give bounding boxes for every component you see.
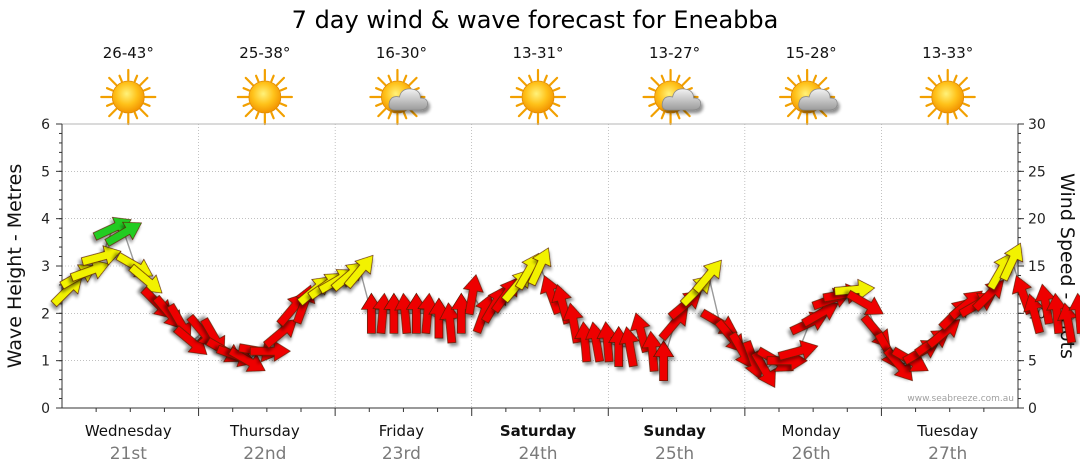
sun-icon (100, 68, 157, 126)
day-name: Monday (782, 422, 841, 440)
temperature-row: 26-43° 25-38° 16-30° 13-31° 13-27° 15-28° 13-3… (103, 44, 974, 62)
wind-arrows (50, 216, 1080, 388)
day-date: 24th (518, 444, 557, 464)
temperature-range: 13-27° (649, 44, 700, 62)
wind-arrow (1068, 292, 1080, 334)
temperature-range: 13-31° (512, 44, 563, 62)
right-tick-label: 15 (1028, 259, 1046, 275)
wind-arrow (104, 221, 143, 247)
day-name: Saturday (500, 422, 577, 440)
wind-arrow (462, 274, 484, 316)
chart-title: 7 day wind & wave forecast for Eneabba (292, 6, 779, 34)
wind-arrow (652, 340, 675, 382)
day-date: 21st (110, 444, 147, 464)
left-tick-label: 6 (41, 117, 50, 133)
right-tick-label: 25 (1028, 164, 1046, 180)
day-name: Sunday (643, 422, 706, 440)
left-tick-label: 2 (41, 306, 50, 322)
left-tick-label: 1 (41, 354, 50, 370)
left-tick-label: 3 (41, 259, 50, 275)
right-axis-ticks: 051015202530 (1018, 117, 1046, 417)
day-name: Friday (379, 422, 425, 440)
watermark: www.seabreeze.com.au (907, 394, 1014, 404)
day-date: 26th (792, 444, 831, 464)
wind-arrow (846, 289, 884, 315)
right-tick-label: 20 (1028, 212, 1046, 228)
right-tick-label: 30 (1028, 117, 1046, 133)
sun-cloud-icon (642, 68, 702, 126)
day-name: Wednesday (85, 422, 172, 440)
wind-arrow (80, 245, 122, 266)
sun-cloud-icon (779, 68, 838, 126)
temperature-range: 26-43° (103, 44, 154, 62)
day-name: Tuesday (916, 422, 978, 440)
day-date: 22nd (243, 444, 286, 464)
day-date: 23rd (382, 444, 421, 464)
wind-arrow (173, 325, 208, 355)
sun-icon (236, 68, 293, 126)
day-labels: Wednesday 21st Thursday 22nd Friday 23rd Satur… (85, 422, 978, 464)
wind-arrow (527, 247, 552, 287)
wind-arrow (860, 313, 891, 349)
right-tick-label: 5 (1028, 354, 1037, 370)
day-date: 25th (655, 444, 694, 464)
wind-arrow (750, 350, 776, 388)
right-tick-label: 0 (1028, 401, 1037, 417)
temperature-range: 13-33° (922, 44, 973, 62)
sun-cloud-icon (369, 68, 428, 126)
temperature-range: 15-28° (786, 44, 837, 62)
wind-arrow (972, 279, 1005, 312)
wind-arrow (692, 259, 722, 294)
left-tick-label: 5 (41, 164, 50, 180)
sun-icon (919, 68, 976, 126)
left-tick-label: 0 (41, 401, 50, 417)
wind-arrow (999, 242, 1024, 282)
left-axis-label: Wave Height - Metres (4, 164, 26, 368)
day-name: Thursday (229, 422, 300, 440)
wind-arrow (618, 326, 640, 368)
temperature-range: 25-38° (239, 44, 290, 62)
wind-arrow (658, 306, 689, 342)
sun-icon (509, 68, 567, 126)
left-tick-label: 4 (41, 212, 50, 228)
wind-arrow (343, 254, 374, 290)
temperature-range: 16-30° (376, 44, 427, 62)
day-date: 27th (928, 444, 967, 464)
left-axis-ticks: 0 1 2 3 4 5 6 (41, 117, 62, 417)
wind-arrow (481, 286, 507, 324)
wind-arrow (777, 339, 819, 361)
weather-icons-row (100, 68, 976, 126)
